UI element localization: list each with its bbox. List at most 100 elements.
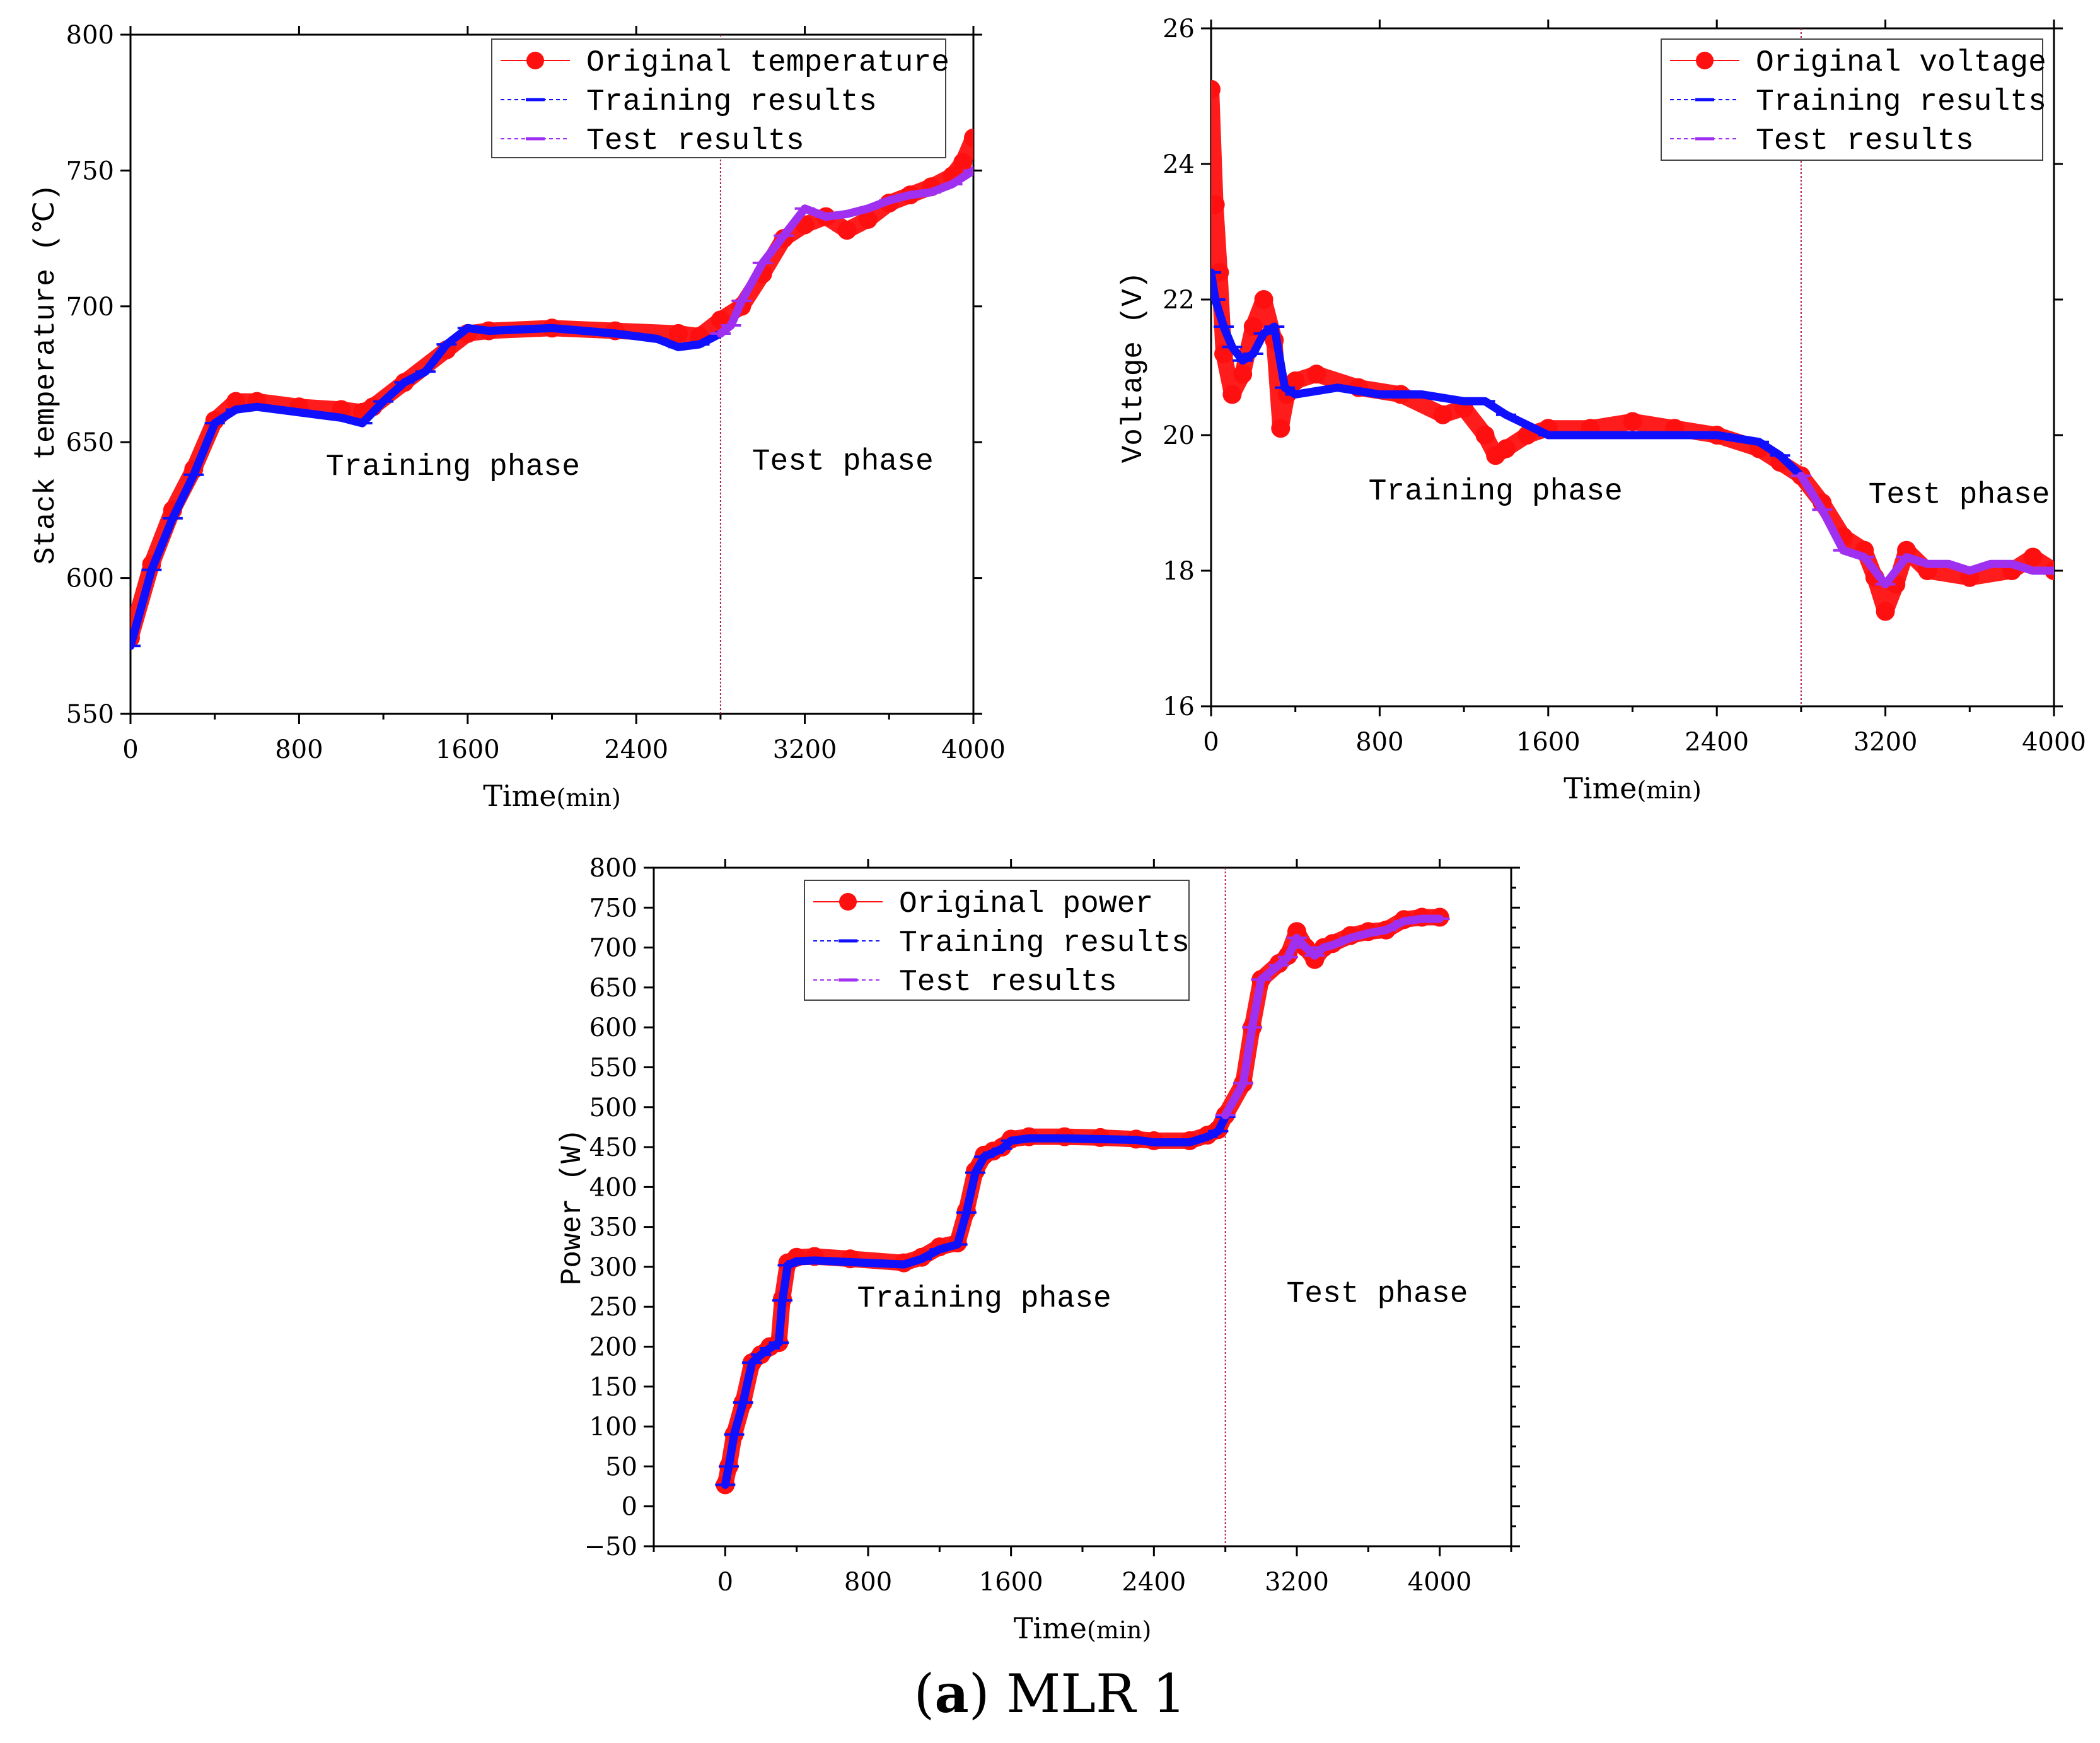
legend-label: Original power xyxy=(899,887,1153,921)
legend-box xyxy=(804,880,1190,1001)
original-point xyxy=(1496,439,1516,458)
y-tick-label: 20 xyxy=(1163,421,1195,450)
y-axis-label: Stack temperature (℃) xyxy=(30,184,62,565)
y-tick-label: 100 xyxy=(589,1413,637,1442)
y-tick-label: 50 xyxy=(605,1452,637,1481)
series-temperature-1 xyxy=(131,324,731,650)
plot-area xyxy=(715,868,1450,1546)
x-axis-label: Time(min) xyxy=(483,779,621,813)
y-tick-label: 18 xyxy=(1163,557,1195,586)
legend-swatch-original-marker xyxy=(1696,52,1714,69)
x-tick-label: 800 xyxy=(1355,728,1403,757)
original-point xyxy=(1222,385,1242,404)
y-tick-label: 150 xyxy=(589,1373,637,1402)
original-point xyxy=(1876,602,1895,621)
original-point xyxy=(1307,364,1326,384)
x-tick-label: 2400 xyxy=(1685,728,1749,757)
original-band xyxy=(717,909,1448,1493)
original-point xyxy=(1287,922,1306,941)
test-line xyxy=(716,166,973,338)
legend: Original temperature Training results Test… xyxy=(491,38,949,158)
legend-swatch-original-marker xyxy=(839,893,857,911)
x-axis-label-name: Time xyxy=(1563,771,1637,805)
x-tick-label: 800 xyxy=(275,735,323,764)
original-point xyxy=(1433,405,1453,424)
original-point xyxy=(2023,547,2043,567)
y-tick-label: 800 xyxy=(66,21,114,50)
x-tick-label: 0 xyxy=(717,1568,733,1597)
x-tick-label: 1600 xyxy=(436,735,500,764)
series-power-2 xyxy=(1215,914,1450,1119)
y-tick-label: 550 xyxy=(589,1053,637,1082)
y-tick-label: 350 xyxy=(589,1213,637,1242)
y-tick-label: 16 xyxy=(1163,692,1195,721)
chart-power: 0 800 1600 2400 3200 4000 −50 0 50 100 150 200 250 30… xyxy=(556,854,1520,1645)
y-tick-label: 550 xyxy=(66,700,114,729)
test-phase-label: Test phase xyxy=(1286,1278,1468,1312)
x-axis-label-name: Time xyxy=(1014,1611,1087,1645)
legend-box xyxy=(491,38,946,158)
x-tick-label: 3200 xyxy=(1265,1568,1329,1597)
legend-label: Training results xyxy=(899,926,1190,960)
test-phase-label: Test phase xyxy=(1869,479,2050,513)
x-axis-label: Time(min) xyxy=(1563,771,1702,805)
x-tick-label: 2400 xyxy=(604,735,668,764)
y-axis-label: Power (W) xyxy=(556,1129,589,1285)
original-point xyxy=(669,324,688,343)
original-point xyxy=(1623,412,1642,431)
x-tick-label: 800 xyxy=(844,1568,892,1597)
x-tick-label: 4000 xyxy=(1408,1568,1472,1597)
original-point xyxy=(1475,426,1495,445)
training-phase-label: Training phase xyxy=(857,1282,1111,1316)
y-tick-label: 600 xyxy=(66,564,114,593)
x-tick-label: 4000 xyxy=(2022,728,2086,757)
y-tick-label: 650 xyxy=(589,974,637,1003)
legend-label: Training results xyxy=(1756,85,2046,119)
original-point xyxy=(1211,195,1225,214)
legend-box xyxy=(1661,38,2043,161)
legend-label: Original temperature xyxy=(586,46,949,80)
original-point xyxy=(858,209,878,229)
x-tick-label: 1600 xyxy=(979,1568,1043,1597)
x-tick-label: 2400 xyxy=(1122,1568,1186,1597)
y-tick-label: 600 xyxy=(589,1013,637,1042)
y-tick-label: 700 xyxy=(589,934,637,963)
series-temperature-0 xyxy=(131,128,973,648)
y-tick-label: 800 xyxy=(589,854,637,883)
x-tick-label: 1600 xyxy=(1516,728,1581,757)
original-point xyxy=(1214,344,1234,363)
original-point xyxy=(964,128,973,148)
x-axis-label-unit: (min) xyxy=(1087,1616,1151,1644)
x-tick-label: 0 xyxy=(1203,728,1219,757)
x-axis-label-unit: (min) xyxy=(556,784,620,812)
training-phase-label: Training phase xyxy=(326,450,580,484)
x-axis-label: Time(min) xyxy=(1014,1611,1152,1645)
y-tick-label: 450 xyxy=(589,1133,637,1162)
legend: Original voltage Training results Test res… xyxy=(1661,38,2046,161)
y-tick-label: 500 xyxy=(589,1093,637,1122)
original-point xyxy=(1243,317,1263,336)
y-tick-label: 26 xyxy=(1163,15,1195,44)
training-phase-label: Training phase xyxy=(1369,475,1623,509)
original-point xyxy=(953,153,973,172)
original-band xyxy=(1211,81,2054,620)
y-axis-label: Voltage (V) xyxy=(1117,272,1150,463)
series-voltage-2 xyxy=(1790,472,2054,588)
series-voltage-0 xyxy=(1211,79,2054,621)
legend-label: Test results xyxy=(1756,124,1974,158)
x-tick-label: 4000 xyxy=(941,735,1006,764)
test-phase-label: Test phase xyxy=(752,445,934,479)
chart-voltage: 0 800 1600 2400 3200 4000 16 18 20 22 24 26 Time(min… xyxy=(1117,15,2086,805)
y-tick-label: 22 xyxy=(1163,286,1195,315)
original-point xyxy=(1271,419,1291,438)
y-tick-label: 400 xyxy=(589,1173,637,1202)
original-point xyxy=(1254,290,1273,309)
y-tick-label: 650 xyxy=(66,428,114,457)
series-power-1 xyxy=(715,1112,1236,1489)
legend-label: Test results xyxy=(899,965,1117,1000)
x-axis-label-unit: (min) xyxy=(1637,776,1701,804)
x-tick-label: 3200 xyxy=(773,735,837,764)
y-tick-label: 750 xyxy=(66,156,114,185)
x-tick-label: 3200 xyxy=(1853,728,1918,757)
caption-label: a xyxy=(934,1662,969,1725)
